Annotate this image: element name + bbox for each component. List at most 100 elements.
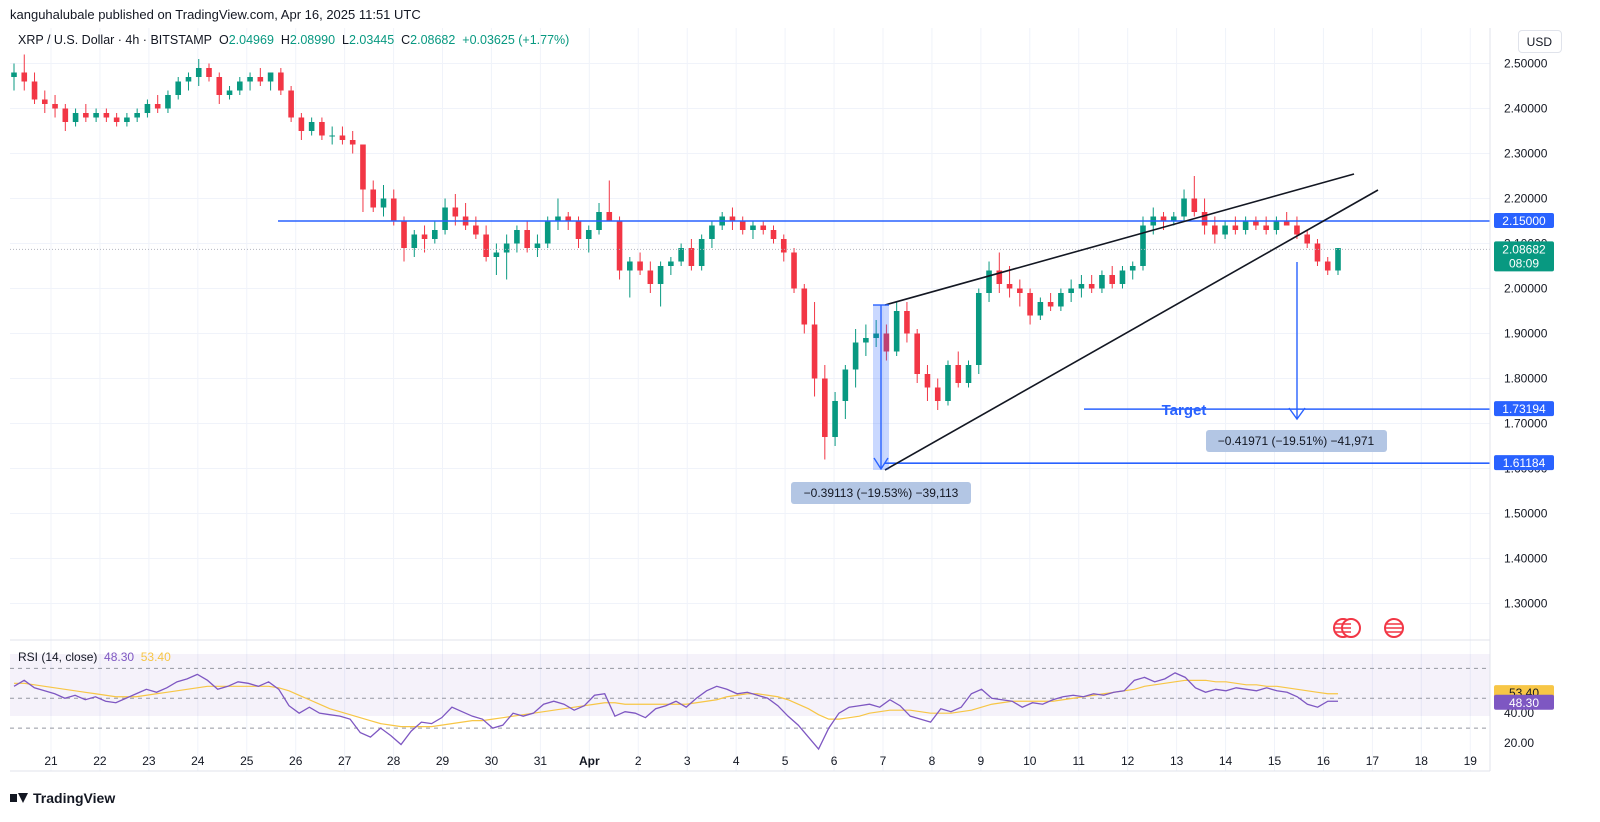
candle [842, 365, 849, 419]
candle-body [914, 333, 920, 374]
candle [319, 117, 325, 140]
candle [914, 329, 920, 383]
candle-body [729, 216, 736, 221]
candle [709, 221, 715, 248]
candle-body [175, 81, 182, 95]
candle-body [565, 216, 572, 221]
annotations: Target −0.39113 (−19.53%) −39,113 −0.41971… [278, 173, 1490, 504]
candle-body [904, 311, 910, 334]
candle [986, 261, 992, 302]
candle-body [534, 243, 541, 248]
candle [534, 234, 541, 257]
candle-body [975, 293, 982, 365]
badge-text: 1.73194 [1502, 402, 1546, 416]
badge-box [1494, 213, 1554, 228]
candle-body [616, 221, 623, 271]
badge-text: 1.61184 [1503, 456, 1546, 470]
candle [339, 126, 346, 145]
candle-body [329, 135, 335, 137]
symbol-name[interactable]: XRP / U.S. Dollar · 4h · BITSTAMP [18, 33, 213, 47]
candle [1273, 216, 1280, 235]
rsi-label[interactable]: RSI (14, close) [18, 650, 98, 664]
candle [514, 225, 520, 253]
candle-body [124, 117, 130, 122]
target-label: Target [1162, 402, 1207, 419]
tradingview-logo[interactable]: TradingView [10, 790, 115, 806]
candle-body [1088, 284, 1095, 289]
time-tick-label: 12 [1121, 754, 1135, 768]
candle [483, 225, 489, 262]
candle-body [780, 239, 787, 253]
low-value: 2.03445 [348, 33, 395, 47]
candle-body [62, 108, 69, 122]
candle-body [555, 216, 561, 221]
price-axis-badge: 1.61184 [1494, 455, 1554, 471]
candle-body [688, 248, 695, 266]
candle [113, 113, 120, 127]
candle-body [1119, 270, 1126, 284]
candle-body [1324, 261, 1331, 271]
candle-body [524, 230, 530, 248]
candle-body [873, 333, 879, 338]
measure-arrow-head-2 [1288, 407, 1306, 421]
candle-body [1263, 225, 1269, 230]
candle [1170, 212, 1177, 226]
candle [236, 77, 243, 95]
candle [370, 180, 377, 212]
time-tick-label: 23 [142, 754, 156, 768]
rsi-legend: RSI (14, close) 48.30 53.40 [18, 650, 171, 664]
candle-body [380, 198, 387, 208]
candle-body [760, 225, 767, 230]
candle [31, 72, 38, 104]
time-tick-label: 29 [436, 754, 450, 768]
measure-arrow-head [873, 457, 889, 471]
price-tick-label: 2.40000 [1504, 102, 1548, 116]
candle-body [83, 113, 89, 118]
candle-body [236, 81, 243, 91]
candle [72, 108, 79, 127]
candle-body [195, 68, 202, 77]
candle-body [1047, 302, 1054, 307]
candle-body [739, 221, 746, 230]
candle [668, 257, 674, 275]
price-tick-label: 1.30000 [1504, 597, 1548, 611]
candle [924, 365, 931, 401]
candle [1047, 293, 1054, 311]
candle [1324, 257, 1331, 275]
candle [863, 324, 869, 356]
time-tick-label: 8 [929, 754, 936, 768]
time-tick-label: 6 [831, 754, 838, 768]
low-label: L [342, 33, 349, 47]
candle-body [1140, 225, 1146, 266]
candle [124, 113, 130, 127]
flag-icons [1333, 618, 1404, 638]
time-tick-label: 9 [978, 754, 985, 768]
candle [585, 225, 592, 253]
candle-body [770, 230, 777, 239]
badge-box [1494, 241, 1554, 272]
candle-body [288, 90, 294, 118]
candle [1099, 270, 1105, 293]
candle [760, 221, 767, 235]
candle-body [750, 225, 756, 230]
candle-body [1304, 234, 1311, 244]
price-tick-label: 1.90000 [1504, 327, 1548, 341]
chart-grid [10, 28, 1490, 771]
candle-body [801, 288, 808, 325]
candle-body [585, 230, 592, 239]
candle-body [52, 104, 58, 109]
time-axis: 21 22 23 24 25 26 27 28 29 30 31 Apr 2 3 4 5 6 7 8 9 10 11 12 1… [44, 754, 1477, 768]
candle [780, 234, 787, 262]
candle [596, 203, 602, 235]
measure-label-2: −0.41971 (−19.51%) −41,971 [1206, 430, 1387, 452]
time-tick-label: 27 [338, 754, 352, 768]
change-value: +0.03625 (+1.77%) [462, 33, 570, 47]
candle [308, 117, 315, 136]
rsi-value: 48.30 [104, 650, 135, 664]
candle-body [514, 230, 520, 244]
currency-button[interactable]: USD [1517, 30, 1562, 53]
candle [791, 248, 797, 293]
candle-body [627, 261, 633, 271]
rsi-panel [13, 672, 1338, 751]
